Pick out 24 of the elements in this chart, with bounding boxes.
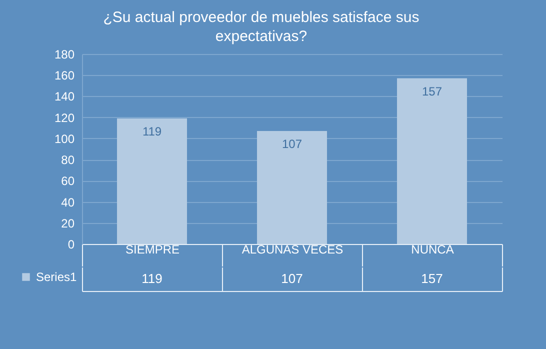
- y-tick-label: 180: [54, 48, 75, 62]
- bar: [397, 78, 467, 244]
- x-tick-label: SIEMPRE: [125, 242, 180, 256]
- y-tick-label: 20: [61, 216, 75, 230]
- y-tick-label: 120: [54, 110, 75, 125]
- data-label: 107: [281, 271, 303, 286]
- y-tick-label: 80: [61, 153, 75, 168]
- annotation: 107: [282, 137, 302, 152]
- x-tick-label: ALGUNAS VECES: [242, 242, 344, 256]
- annotation: 119: [142, 124, 162, 138]
- legend-label: Series1: [36, 270, 78, 284]
- chart-title: ¿Su actual proveedor de muebles satisface sus expectativas?: [103, 9, 420, 45]
- y-tick-label: 100: [54, 132, 75, 146]
- y-tick-label: 140: [54, 90, 75, 104]
- y-tick-label: 0: [68, 238, 75, 252]
- annotation: 157: [422, 84, 442, 98]
- y-tick-label: 60: [61, 174, 75, 188]
- y-tick-label: 40: [61, 195, 75, 210]
- bar: [257, 131, 327, 244]
- bar: [117, 118, 187, 244]
- y-tick-label: 160: [54, 68, 75, 83]
- data-label: 119: [142, 271, 162, 286]
- x-tick-label: NUNCA: [411, 242, 454, 256]
- data-label: 157: [421, 271, 443, 286]
